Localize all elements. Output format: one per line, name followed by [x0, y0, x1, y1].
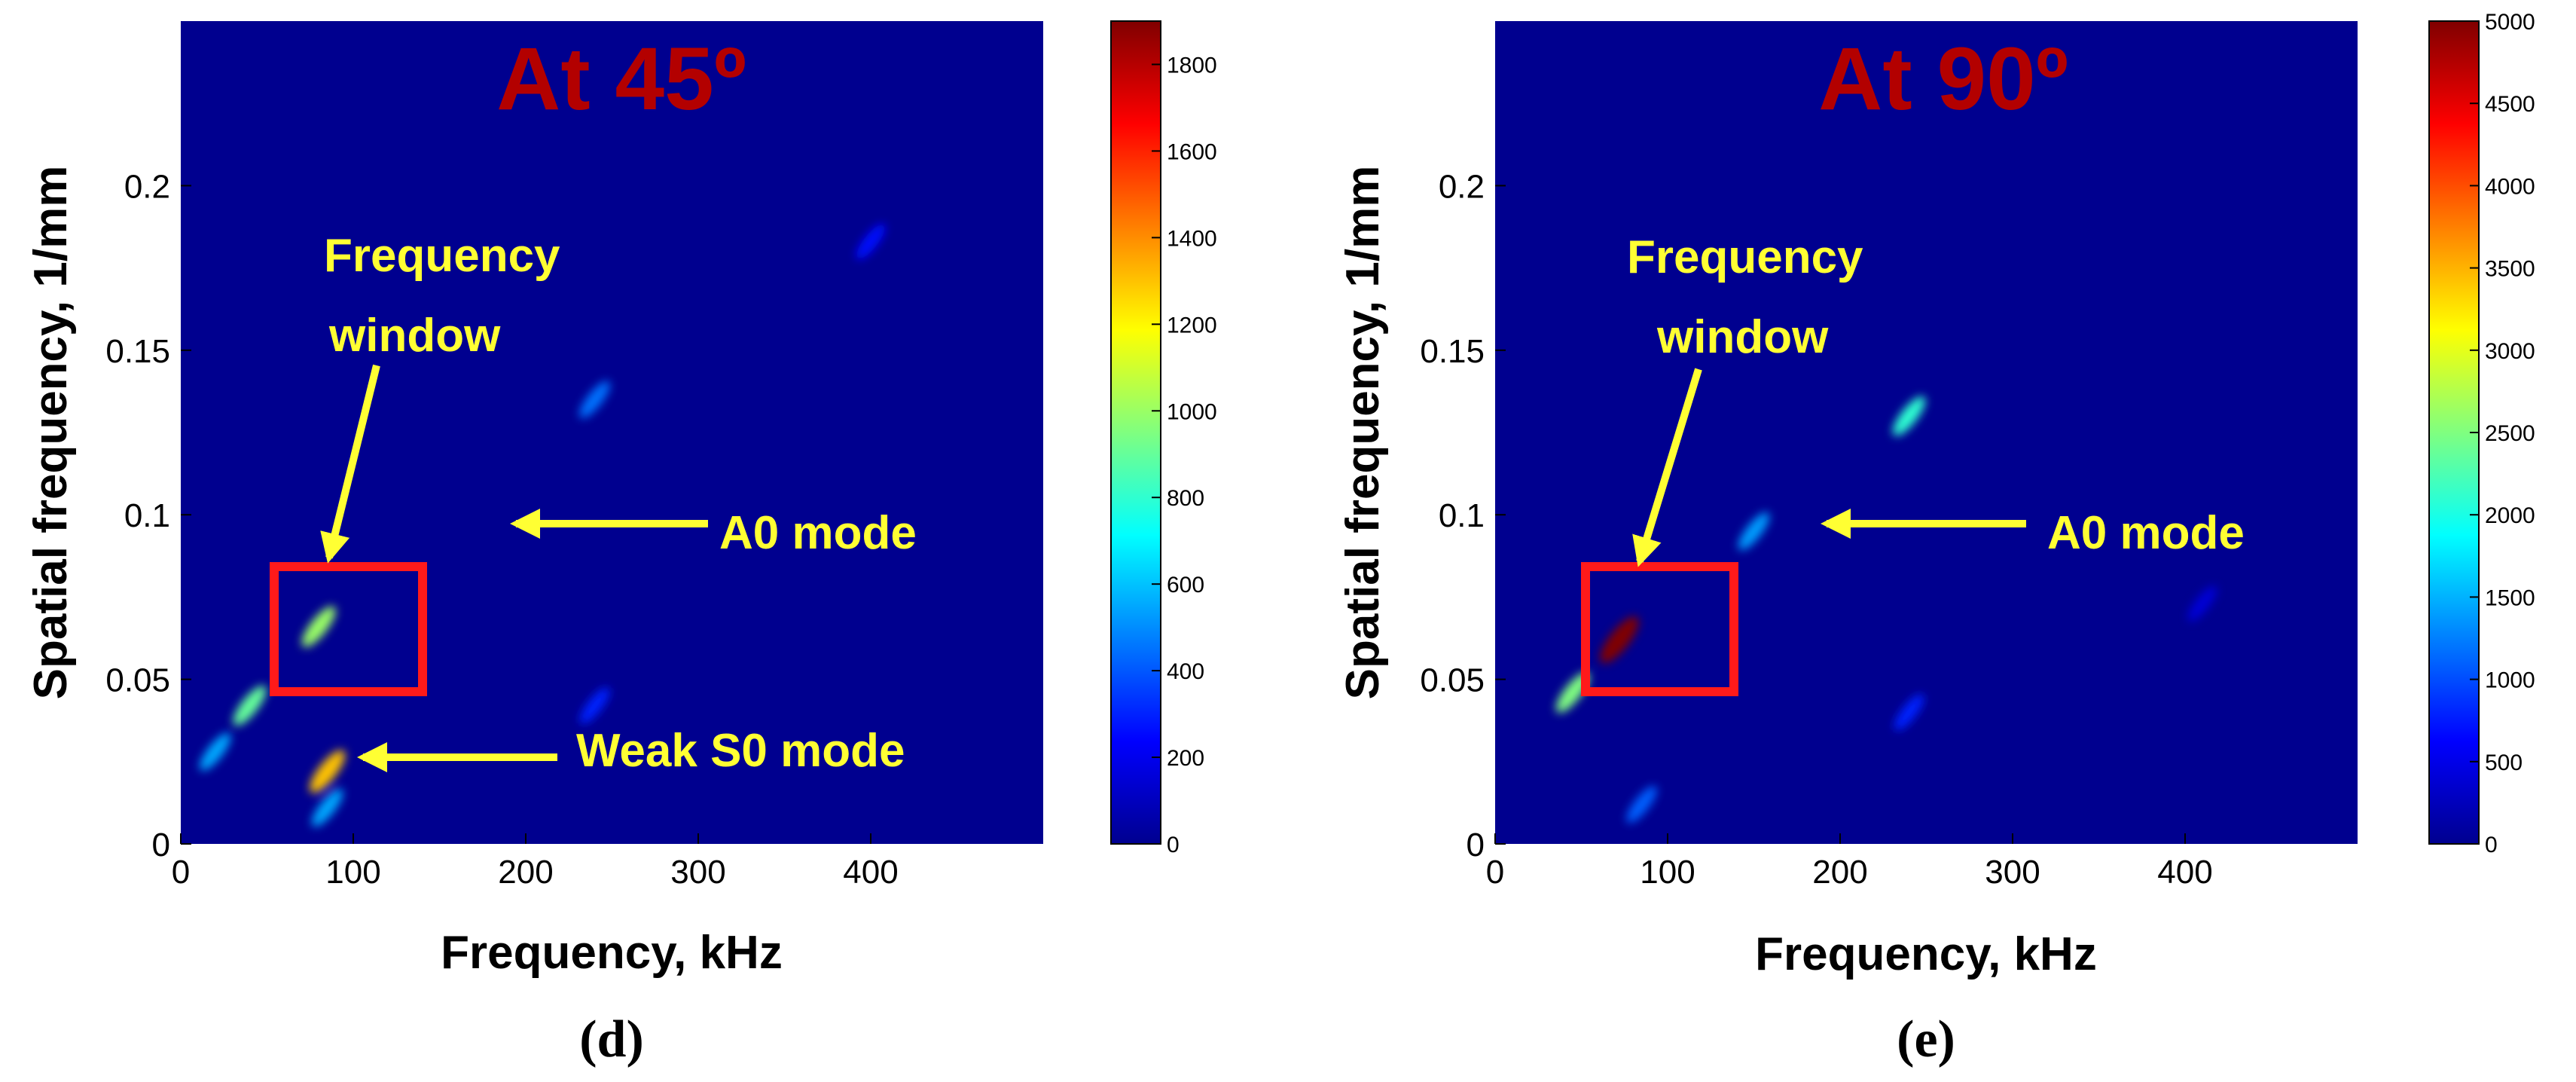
panel-e-title: At 90º [1818, 29, 2068, 129]
panel-e-y-tick-0: 0 [1467, 827, 1485, 863]
panel-d-feature-1 [233, 685, 267, 726]
panel-e-annotation-frequency: Frequency [1627, 231, 1863, 283]
panel-d-feature-0 [301, 606, 336, 647]
panel-e-x-tick-1: 100 [1640, 854, 1695, 891]
panel-d-arrow-frequency-window [320, 364, 380, 564]
panel-d-label: (d) [579, 1010, 644, 1068]
panel-d-colorbar-tick-9: 1800 [1167, 53, 1217, 78]
panel-e-x-tick-4: 400 [2157, 854, 2212, 891]
panel-d-x-axis-label: Frequency, kHz [441, 927, 783, 979]
panel-d-x-tick-3: 300 [670, 854, 725, 891]
panel-d-feature-3 [310, 750, 346, 793]
panel-d-colorbar-tick-4: 800 [1167, 486, 1204, 511]
panel-d-annotation-s0: Weak S0 mode [576, 725, 905, 777]
panel-e-annotation-a0: A0 mode [2047, 507, 2245, 559]
panel-d-annotation-window: window [328, 310, 501, 362]
panel-d-feature-7 [579, 687, 610, 724]
panel-d-feature-6 [856, 223, 886, 260]
panel-d-spectrum-features [200, 223, 886, 827]
panel-e-y-tick-1: 0.05 [1420, 662, 1485, 699]
panel-e-arrow-frequency-window [1632, 368, 1702, 567]
panel-e-feature-2 [1738, 512, 1770, 551]
panel-d-y-tick-0: 0 [152, 827, 170, 863]
panel-d-x-tick-2: 200 [498, 854, 553, 891]
panel-d-colorbar-tick-8: 1600 [1167, 139, 1217, 164]
panel-e-colorbar-tick-5: 2500 [2485, 421, 2535, 446]
panel-d-colorbar-ticks: 0 200 400 600 800 1000 1200 1400 1600 1800 [1152, 53, 1217, 857]
panel-e-colorbar-tick-4: 2000 [2485, 503, 2535, 528]
panel-e-annotation-window: window [1656, 311, 1829, 363]
panel-e-y-tick-2: 0.1 [1439, 497, 1485, 534]
panel-d-y-axis-label: Spatial frequency, 1/mm [25, 166, 77, 700]
panel-e-colorbar-tick-1: 500 [2485, 750, 2523, 775]
panel-e-y-tick-3: 0.15 [1420, 333, 1485, 370]
panel-e-colorbar-tick-9: 4500 [2485, 92, 2535, 117]
panel-e-y-tick-4: 0.2 [1439, 168, 1485, 205]
panel-d-y-tick-1: 0.05 [105, 662, 170, 699]
panel-d-plot-area [181, 21, 1043, 844]
panel-d-feature-5 [579, 381, 610, 418]
panel-d-colorbar-tick-5: 1000 [1167, 399, 1217, 424]
panel-d-x-tick-4: 400 [843, 854, 898, 891]
panel-e-feature-0 [1600, 616, 1639, 664]
panel-e-feature-4 [1626, 786, 1657, 824]
panel-d: 0 100 200 300 400 0 0.05 0.1 0.15 0.2 At 45º Freq… [25, 20, 1217, 1068]
panel-e-colorbar-tick-2: 1000 [2485, 668, 2535, 693]
panel-d-annotation-a0: A0 mode [719, 507, 917, 559]
panel-d-colorbar-tick-0: 0 [1167, 833, 1180, 857]
panel-d-title: At 45º [496, 29, 746, 129]
panel-d-y-tick-3: 0.15 [105, 333, 170, 370]
panel-e-colorbar-ticks: 0 500 1000 1500 2000 2500 3000 3500 4000 4500 5000 [2470, 10, 2535, 857]
panel-d-colorbar-tick-2: 400 [1167, 659, 1204, 684]
panel-d-colorbar-tick-7: 1400 [1167, 226, 1217, 251]
panel-d-colorbar-tick-3: 600 [1167, 573, 1204, 598]
panel-e-y-axis-label: Spatial frequency, 1/mm [1337, 166, 1389, 700]
panel-e-plot-area [1495, 21, 2358, 844]
panel-d-x-tick-0: 0 [172, 854, 190, 891]
panel-e-colorbar-tick-3: 1500 [2485, 585, 2535, 610]
panel-d-colorbar-tick-6: 1200 [1167, 313, 1217, 338]
panel-d-feature-4 [311, 788, 343, 827]
panel-e-x-axis-label: Frequency, kHz [1755, 928, 2097, 980]
panel-e-x-tick-2: 200 [1812, 854, 1867, 891]
panel-d-x-tick-1: 100 [325, 854, 380, 891]
panel-e-x-tick-3: 300 [1985, 854, 2040, 891]
panel-e-colorbar-tick-6: 3000 [2485, 339, 2535, 364]
panel-d-colorbar [1110, 20, 1161, 845]
panel-e-feature-3 [1892, 396, 1926, 436]
panel-e-feature-6 [2187, 585, 2217, 622]
panel-e-label: (e) [1897, 1010, 1955, 1068]
panel-d-frequency-window-box [270, 562, 427, 696]
panel-d-annotation-frequency: Frequency [324, 230, 560, 282]
panel-e-feature-5 [1894, 694, 1924, 731]
panel-e-ticks: 0 100 200 300 400 0 0.05 0.1 0.15 0.2 [1420, 168, 2212, 891]
panel-e-x-tick-0: 0 [1486, 854, 1504, 891]
panel-e-colorbar-tick-0: 0 [2485, 833, 2498, 857]
panel-d-colorbar-tick-1: 200 [1167, 746, 1204, 771]
panel-d-y-tick-4: 0.2 [124, 168, 170, 205]
panel-e-colorbar-tick-8: 4000 [2485, 174, 2535, 199]
panel-d-feature-2 [200, 732, 231, 771]
panel-e-colorbar-tick-7: 3500 [2485, 257, 2535, 282]
panel-d-ticks: 0 100 200 300 400 0 0.05 0.1 0.15 0.2 [105, 168, 898, 891]
panel-d-y-tick-2: 0.1 [124, 497, 170, 534]
panel-e-colorbar-tick-10: 5000 [2485, 10, 2535, 35]
